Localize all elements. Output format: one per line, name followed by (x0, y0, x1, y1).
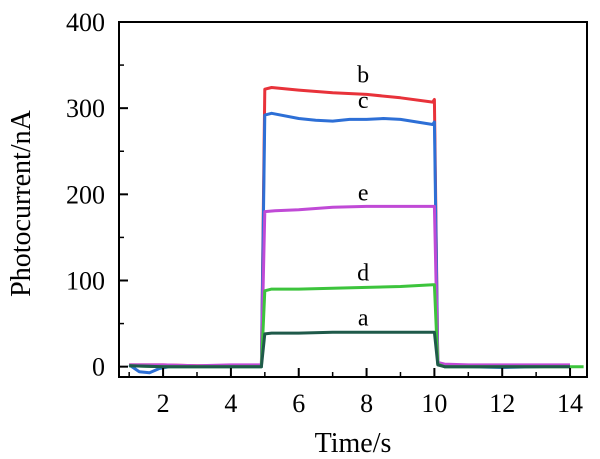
series-line-d (129, 283, 584, 369)
tick-labels-layer: 2 4 6 8 10 12 14 0 100 200 300 400 (66, 8, 583, 418)
y-tick-label: 300 (66, 94, 105, 123)
series-line-b (129, 86, 570, 368)
x-axis-title: Time/s (315, 428, 392, 459)
x-tick-label: 10 (421, 389, 447, 418)
y-tick-label: 0 (92, 353, 105, 382)
series-label-d: d (357, 260, 369, 286)
x-tick-label: 12 (489, 389, 515, 418)
y-tick-label: 100 (66, 266, 105, 295)
series-label-a: a (358, 305, 369, 331)
x-tick-label: 6 (292, 389, 305, 418)
x-tick-label: 2 (157, 389, 170, 418)
y-tick-label: 200 (66, 180, 105, 209)
series-line-c (128, 111, 571, 375)
plot-frame (118, 21, 588, 378)
series-labels-layer: bc e da (357, 62, 369, 331)
y-axis-title: Photocurrent/nA (6, 109, 37, 296)
x-tick-label: 4 (224, 389, 237, 418)
x-tick-label: 8 (360, 389, 373, 418)
ticks-layer (119, 21, 572, 377)
x-tick-label: 14 (557, 389, 583, 418)
series-layer (128, 86, 584, 375)
series-line-a (129, 330, 570, 369)
series-line-e (129, 204, 570, 368)
series-label-c: c (358, 88, 369, 114)
series-label-b: b (357, 62, 369, 88)
series-label-e: e (358, 180, 369, 206)
y-tick-label: 400 (66, 8, 105, 37)
